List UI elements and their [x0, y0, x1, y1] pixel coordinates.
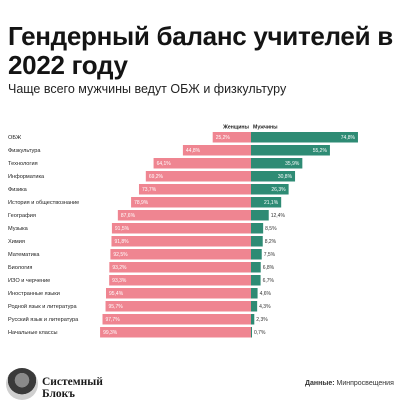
bar-men [251, 314, 255, 325]
bar-women [117, 210, 252, 221]
bar-women [131, 197, 251, 208]
category-label: Музыка [8, 226, 29, 232]
category-label: Биология [8, 265, 32, 271]
value-label-women: 95,4% [109, 291, 124, 297]
value-label-women: 92,5% [113, 252, 128, 258]
category-label: Иностранные языки [8, 291, 60, 297]
bar-men [251, 249, 262, 260]
bar-men [251, 145, 330, 156]
page-title: Гендерный баланс учителей в 2022 году [8, 21, 393, 80]
brand-logo-icon [6, 368, 38, 400]
value-label-women: 93,3% [112, 278, 127, 284]
bar-men [251, 171, 296, 182]
bar-women [100, 327, 252, 338]
bar-women [111, 236, 252, 247]
value-label-women: 99,3% [103, 330, 118, 336]
value-label-men: 74,8% [341, 135, 356, 141]
brand-name: Системный Блокъ [42, 376, 103, 400]
category-label: ИЗО и черчение [8, 278, 50, 284]
bar-women [110, 249, 252, 260]
legend-men: Мужчины [253, 125, 278, 131]
source-label: Данные: [305, 380, 335, 387]
value-label-women: 93,2% [112, 265, 127, 271]
value-label-women: 69,2% [149, 174, 164, 180]
bar-men [251, 158, 303, 169]
bar-women [153, 158, 251, 169]
bar-men [251, 223, 264, 234]
brand-line-1: Системный [42, 376, 103, 388]
bar-men [251, 262, 261, 273]
value-label-men: 0,7% [254, 330, 266, 336]
value-label-women: 73,7% [142, 187, 157, 193]
value-label-men: 21,1% [264, 200, 279, 206]
value-label-men: 35,9% [285, 161, 300, 167]
value-label-women: 87,6% [121, 213, 136, 219]
category-label: Физкультура [8, 148, 41, 154]
category-label: Химия [8, 239, 25, 245]
bar-men [251, 288, 258, 299]
source-value: Минпросвещения [336, 380, 394, 387]
bar-men [251, 132, 358, 143]
category-label: Начальные классы [8, 330, 58, 336]
bar-women [105, 288, 251, 299]
page-subtitle: Чаще всего мужчины ведут ОБЖ и физкульту… [8, 82, 287, 96]
category-label: География [8, 213, 36, 219]
bar-women [109, 275, 252, 286]
value-label-women: 95,7% [109, 304, 124, 310]
value-label-women: 97,7% [105, 317, 120, 323]
bar-men [251, 197, 282, 208]
bar-women [145, 171, 251, 182]
category-label: Физика [8, 187, 28, 193]
bar-men [251, 184, 289, 195]
data-source: Данные: Минпросвещения [305, 380, 394, 387]
bar-women [138, 184, 251, 195]
brand-line-2: Блокъ [42, 388, 75, 400]
bar-women [109, 262, 251, 273]
value-label-men: 8,5% [265, 226, 277, 232]
value-label-men: 55,2% [313, 148, 328, 154]
value-label-men: 6,8% [263, 265, 275, 271]
bar-women [102, 314, 251, 325]
category-label: История и обществознание [8, 200, 79, 206]
bar-women [182, 145, 251, 156]
value-label-men: 7,5% [264, 252, 276, 258]
bar-women [111, 223, 251, 234]
bar-men [251, 236, 263, 247]
bar-men [251, 210, 269, 221]
bar-women [212, 132, 251, 143]
category-label: Технология [8, 161, 38, 167]
value-label-women: 91,8% [114, 239, 129, 245]
bar-men [251, 301, 258, 312]
category-label: Математика [8, 252, 40, 258]
category-label: ОБЖ [8, 135, 22, 141]
value-label-men: 12,4% [271, 213, 286, 219]
value-label-women: 25,2% [216, 135, 231, 141]
value-label-men: 8,2% [265, 239, 277, 245]
value-label-women: 64,1% [157, 161, 172, 167]
value-label-men: 4,6% [260, 291, 272, 297]
value-label-men: 30,8% [278, 174, 293, 180]
value-label-women: 44,8% [186, 148, 201, 154]
value-label-men: 6,7% [263, 278, 275, 284]
value-label-men: 4,3% [259, 304, 271, 310]
bar-men [251, 275, 261, 286]
category-label: Родной язык и литература [8, 303, 77, 310]
value-label-women: 91,5% [115, 226, 130, 232]
value-label-women: 78,9% [134, 200, 149, 206]
bar-men [251, 327, 253, 338]
value-label-men: 26,3% [271, 187, 286, 193]
bar-women [105, 301, 251, 312]
category-label: Русский язык и литература [8, 316, 79, 323]
category-label: Информатика [8, 174, 45, 180]
legend-women: Женщины [222, 125, 249, 131]
value-label-men: 2,3% [256, 317, 268, 323]
